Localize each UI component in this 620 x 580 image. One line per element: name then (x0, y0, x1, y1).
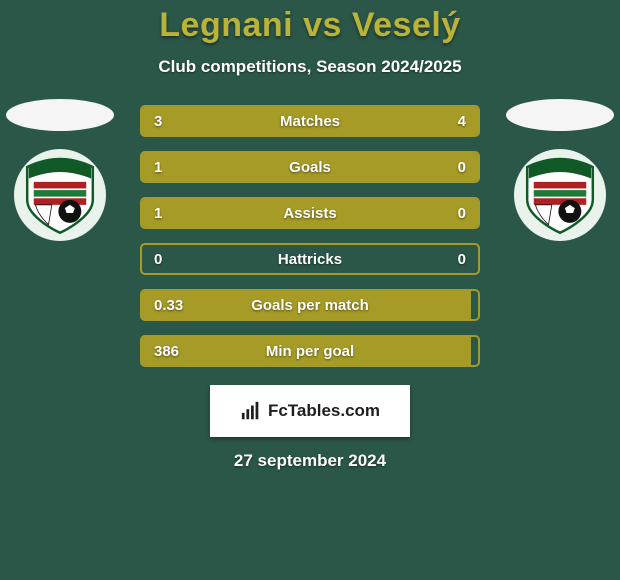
stat-value-left: 386 (154, 343, 208, 360)
stat-label: Goals per match (208, 297, 412, 314)
stat-bar: 1Assists0 (140, 197, 480, 229)
player-right-col (500, 99, 620, 241)
brand-label: FcTables.com (268, 401, 380, 421)
main-row: 3Matches41Goals01Assists00Hattricks00.33… (0, 105, 620, 367)
stat-value-right: 0 (412, 159, 466, 176)
stat-label: Hattricks (208, 251, 412, 268)
stat-label: Min per goal (208, 343, 412, 360)
subtitle: Club competitions, Season 2024/2025 (158, 57, 461, 77)
stat-bar: 0.33Goals per match (140, 289, 480, 321)
stat-value-right: 0 (412, 251, 466, 268)
player-left-avatar (6, 99, 114, 131)
stat-label: Assists (208, 205, 412, 222)
stat-bar: 3Matches4 (140, 105, 480, 137)
stat-value-left: 1 (154, 159, 208, 176)
stat-label: Goals (208, 159, 412, 176)
stat-value-right: 0 (412, 205, 466, 222)
page-title: Legnani vs Veselý (159, 6, 460, 45)
chart-bars-icon (240, 400, 262, 422)
club-crest-icon (519, 154, 601, 236)
stat-value-right: 4 (412, 113, 466, 130)
stat-value-left: 0 (154, 251, 208, 268)
stat-value-left: 3 (154, 113, 208, 130)
stat-bar: 386Min per goal (140, 335, 480, 367)
stat-label: Matches (208, 113, 412, 130)
stats-bars: 3Matches41Goals01Assists00Hattricks00.33… (140, 105, 480, 367)
stat-value-left: 0.33 (154, 297, 208, 314)
club-badge-right (514, 149, 606, 241)
player-left-col (0, 99, 120, 241)
club-crest-icon (19, 154, 101, 236)
comparison-card: Legnani vs Veselý Club competitions, Sea… (0, 0, 620, 580)
player-right-avatar (506, 99, 614, 131)
date-label: 27 september 2024 (234, 451, 386, 471)
stat-value-left: 1 (154, 205, 208, 222)
stat-bar: 0Hattricks0 (140, 243, 480, 275)
stat-bar: 1Goals0 (140, 151, 480, 183)
brand-box[interactable]: FcTables.com (210, 385, 410, 437)
club-badge-left (14, 149, 106, 241)
